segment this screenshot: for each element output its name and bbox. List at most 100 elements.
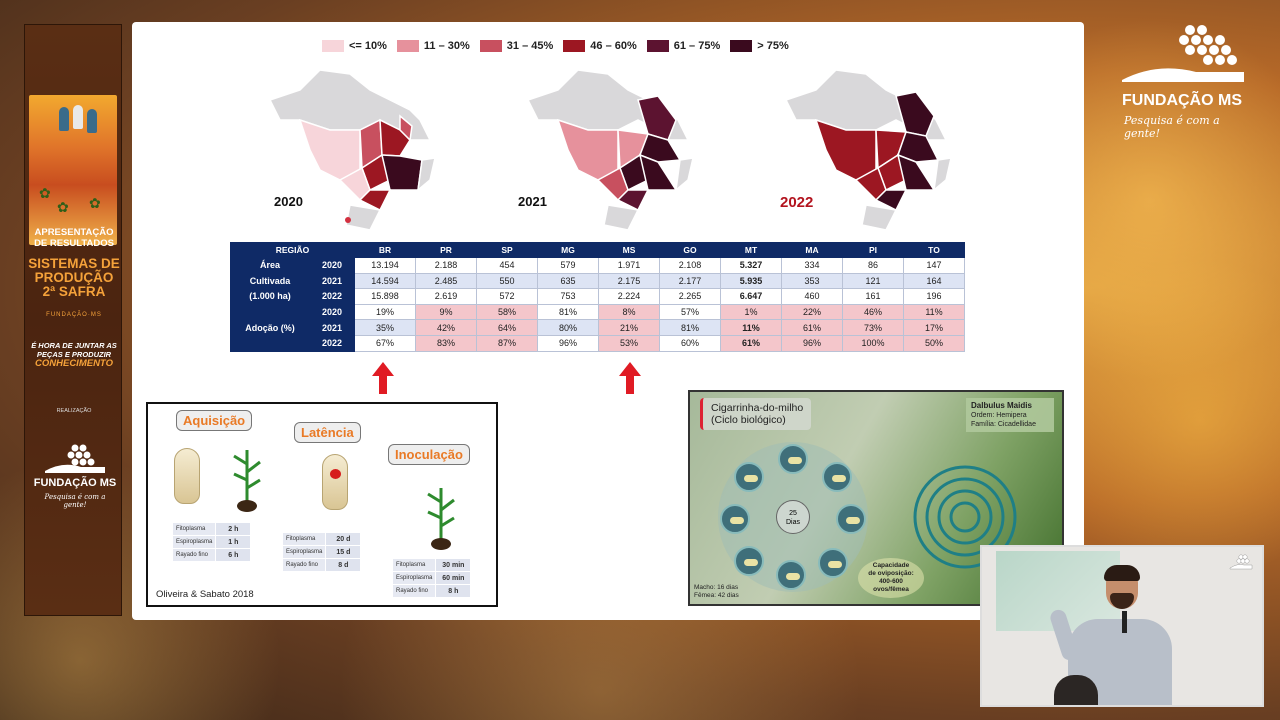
table-header-cell: PR <box>415 242 477 258</box>
brand-logo: FUNDAÇÃO MS Pesquisa é com a gente! <box>1116 22 1256 140</box>
table-cell: 67% <box>354 334 416 352</box>
table-cell: 2.177 <box>659 272 721 290</box>
row-label: Área <box>230 257 310 274</box>
table-header-cell: TO <box>903 242 965 258</box>
phase-label-inoculacao: Inoculação <box>388 444 470 465</box>
cycle-duration: 25 Dias <box>776 500 810 534</box>
oviposition-line-3: oviposição: <box>877 570 914 577</box>
table-row: Espiroplasma 1 h <box>173 536 251 548</box>
map-legend: <= 10% 11 – 30% 31 – 45% 46 – 60% 61 – 7… <box>322 40 789 52</box>
table-cell: 2.188 <box>415 257 477 274</box>
logo-name: FUNDAÇÃO MS <box>33 477 117 489</box>
species-family: Família: Cicadellidae <box>971 421 1036 428</box>
fundacao-logo: FUNDAÇÃO MS Pesquisa é com a gente! <box>33 443 117 513</box>
table-cell: 8% <box>598 303 660 321</box>
arrow-up-icon <box>619 362 641 394</box>
legend-swatch <box>479 40 502 52</box>
table-cell: 87% <box>476 334 538 352</box>
pathogen-label: Rayado fino <box>173 549 216 561</box>
table-row: Rayado fino 8 d <box>283 559 361 571</box>
corn-plant-icon <box>427 488 455 550</box>
table-cell: 5.327 <box>720 257 782 274</box>
table-cell: 35% <box>354 319 416 336</box>
arrow-up-icon <box>372 362 394 394</box>
oviposition-line-5: ovos/fêmea <box>873 586 909 593</box>
oviposition-capacity: Capacidade de oviposição: 400-600 ovos/f… <box>858 558 924 598</box>
table-cell: 2.619 <box>415 288 477 305</box>
time-value: 60 min <box>436 572 471 584</box>
brazil-map-2021 <box>526 69 694 230</box>
table-cell: 100% <box>842 334 904 352</box>
table-cell: 6.647 <box>720 288 782 305</box>
table-cell: 22% <box>781 303 843 321</box>
table-cell: 579 <box>537 257 599 274</box>
fundacao-logo-icon <box>45 444 105 473</box>
table-row: (1.000 ha) 2022 15.898 2.619 572 753 2.2… <box>230 288 965 305</box>
table-header-row: REGIÃO BR PR SP MG MS GO MT MA PI TO <box>230 242 965 258</box>
row-year: 2020 <box>309 303 355 321</box>
table-cell: 19% <box>354 303 416 321</box>
table-cell: 73% <box>842 319 904 336</box>
transmission-figure: Aquisição Latência Inoculação Fitoplasma… <box>146 402 498 607</box>
legend-label: 61 – 75% <box>673 40 721 52</box>
row-year: 2022 <box>309 334 355 352</box>
brand-logo-icon <box>1122 25 1244 82</box>
table-cell: 164 <box>903 272 965 290</box>
legend-item: 46 – 60% <box>563 40 637 52</box>
table-row: Adoção (%) 2020 19% 9% 58% 81% 8% 57% 1%… <box>230 303 965 352</box>
map-year-2020: 2020 <box>274 194 303 209</box>
latency-times: Fitoplasma 20 d Espiroplasma 15 d Rayado f… <box>282 532 361 572</box>
table-cell: 550 <box>476 272 538 290</box>
time-value: 8 d <box>326 559 361 571</box>
legend-swatch <box>563 40 586 52</box>
table-cell: 57% <box>659 303 721 321</box>
lifespan-info: Macho: 16 dias Fêmea: 42 dias <box>694 584 739 600</box>
species-name: Dalbulus Maidis <box>971 401 1032 410</box>
legend-label: > 75% <box>757 40 789 52</box>
oviposition-line-1: Capacidade <box>872 562 910 569</box>
table-header-cell: MG <box>537 242 599 258</box>
legend-label: 46 – 60% <box>590 40 637 52</box>
brazil-map-2020 <box>268 69 436 230</box>
table-row: Fitoplasma 30 min <box>393 559 471 571</box>
map-year-2021: 2021 <box>518 194 547 209</box>
table-cell: 15.898 <box>354 288 416 305</box>
event-banner: ✿ ✿ ✿ APRESENTAÇÃO DE RESULTADOS SISTEMA… <box>24 24 122 616</box>
fundacao-small-logo-icon <box>1229 554 1253 570</box>
audience-head <box>1054 675 1098 705</box>
table-cell: 17% <box>903 319 965 336</box>
cycle-days-label: Dias <box>785 519 800 526</box>
table-header-cell: REGIÃO <box>230 242 355 258</box>
row-year: 2021 <box>309 319 355 336</box>
banner-line-1: APRESENTAÇÃO DE RESULTADOS <box>34 227 114 249</box>
table-cell: 147 <box>903 257 965 274</box>
pathogen-label: Rayado fino <box>393 585 436 597</box>
row-label: Cultivada <box>230 272 310 290</box>
species-order: Ordem: Hemipera <box>971 412 1027 419</box>
speaker-hair <box>1104 565 1140 581</box>
legend-swatch <box>730 40 753 52</box>
table-cell: 635 <box>537 272 599 290</box>
legend-swatch <box>646 40 669 52</box>
table-cell: 86 <box>842 257 904 274</box>
lifecycle-title: Cigarrinha-do-milho (Ciclo biológico) <box>700 398 812 430</box>
inoculation-times: Fitoplasma 30 min Espiroplasma 60 min Raya… <box>392 558 471 598</box>
table-cell: 46% <box>842 303 904 321</box>
table-header-cell: BR <box>354 242 416 258</box>
table-cell: 53% <box>598 334 660 352</box>
banner-tagline-highlight: CONHECIMENTO <box>35 358 113 369</box>
table-cell: 161 <box>842 288 904 305</box>
row-year: 2020 <box>309 257 355 274</box>
corn-plant-icon <box>233 450 261 512</box>
stage-icon <box>776 560 806 590</box>
time-value: 1 h <box>216 536 251 548</box>
phase-label-aquisicao: Aquisição <box>176 410 253 431</box>
species-info: Dalbulus Maidis Ordem: Hemipera Família:… <box>966 398 1054 432</box>
row-label: Adoção (%) <box>230 303 310 352</box>
logo-slogan: Pesquisa é com a gente! <box>44 493 106 509</box>
table-cell: 2.175 <box>598 272 660 290</box>
pathogen-label: Espiroplasma <box>283 546 326 558</box>
table-cell: 121 <box>842 272 904 290</box>
table-cell: 21% <box>598 319 660 336</box>
table-row: Fitoplasma 20 d <box>283 533 361 545</box>
